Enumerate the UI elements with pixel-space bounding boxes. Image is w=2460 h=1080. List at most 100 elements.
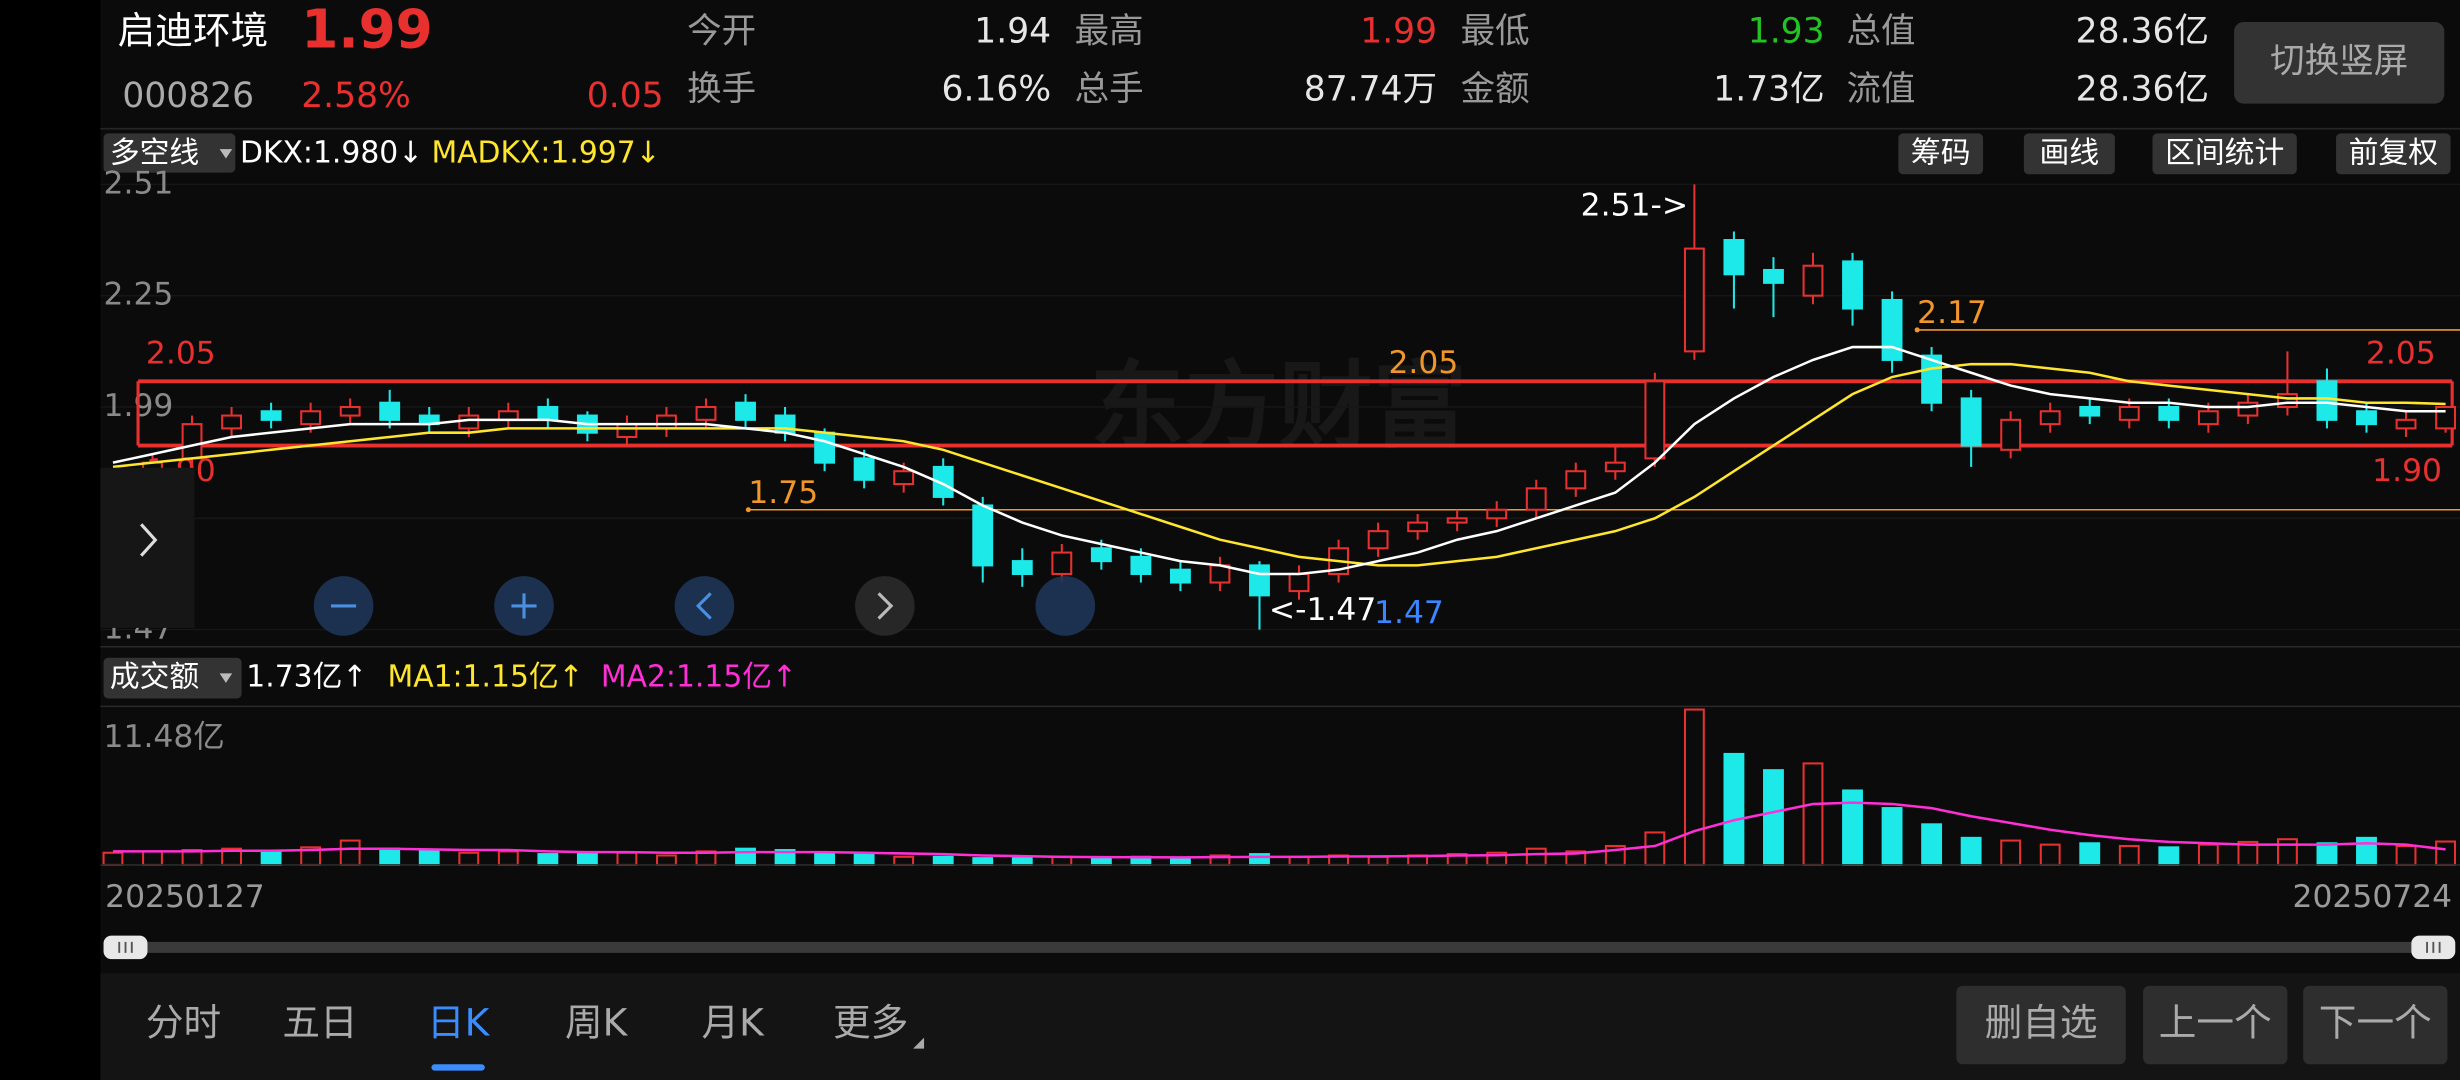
level-label: 2.05 xyxy=(146,336,216,372)
chevron-icon xyxy=(140,523,158,557)
volume-bar xyxy=(102,851,124,866)
level-label: 1.90 xyxy=(2372,453,2442,489)
candle-body xyxy=(260,410,282,421)
chart-control[interactable] xyxy=(1035,576,1096,636)
tab[interactable]: 月K xyxy=(701,1001,765,1045)
candle-body xyxy=(1407,521,1429,533)
stock-price: 1.99 xyxy=(301,0,433,61)
action-button[interactable] xyxy=(2303,985,2448,1065)
candle-body xyxy=(339,405,361,417)
candle-body xyxy=(2356,410,2377,426)
left-icon xyxy=(695,592,712,620)
candle-body xyxy=(1011,560,1033,575)
candle-body xyxy=(616,423,638,438)
stat-label: 金额 xyxy=(1461,70,1530,110)
volume-indicator-name: 成交额 xyxy=(110,660,199,695)
volume-bar xyxy=(458,851,480,866)
candle-body xyxy=(1130,555,1152,575)
candle-body xyxy=(181,423,203,460)
candle-body xyxy=(2237,401,2259,417)
level-anchor xyxy=(1914,327,1920,333)
dkx-line xyxy=(112,345,2446,576)
volume-bar xyxy=(2079,842,2101,866)
volume-bar xyxy=(1723,752,1745,866)
tab-underline xyxy=(431,1064,485,1071)
candle-body xyxy=(1644,380,1666,460)
volume-bar xyxy=(379,847,401,866)
candle-body xyxy=(379,401,401,421)
volume-bar xyxy=(656,854,677,866)
volume-bar xyxy=(497,850,519,866)
tab[interactable]: 五日 xyxy=(282,1001,357,1045)
action-label[interactable]: 删自选 xyxy=(1985,1001,2098,1045)
candle-body xyxy=(735,401,756,421)
candle-body xyxy=(2197,410,2219,426)
candle-body xyxy=(221,414,242,430)
handle-grip xyxy=(2426,941,2441,953)
action-label[interactable]: 下一个 xyxy=(2319,1001,2432,1045)
candle-body xyxy=(1051,551,1073,575)
volume-bar xyxy=(814,851,836,866)
volume-bar xyxy=(2000,839,2022,866)
candle-body xyxy=(2276,393,2298,409)
candle-body xyxy=(2316,380,2338,421)
volume-bar xyxy=(1169,857,1191,866)
volume-bar xyxy=(2316,842,2338,866)
stat-value: 28.36亿 xyxy=(2076,70,2209,110)
stat-value: 1.93 xyxy=(1748,11,1825,51)
volume-bar xyxy=(1683,708,1705,866)
stat-value: 87.74万 xyxy=(1304,70,1437,110)
stat-label: 最高 xyxy=(1075,11,1144,51)
tab[interactable]: 日K xyxy=(427,1001,491,1045)
x-range-label: 20250724 xyxy=(2292,879,2452,915)
candle-body xyxy=(1723,239,1745,276)
level-label: 2.05 xyxy=(2366,336,2436,372)
chart-control[interactable] xyxy=(674,576,735,636)
action-button[interactable] xyxy=(2143,985,2288,1065)
toggle-button[interactable] xyxy=(2234,21,2445,104)
toolbar-button[interactable] xyxy=(2336,133,2451,175)
right-icon xyxy=(877,592,894,620)
volume-bar xyxy=(2118,844,2140,866)
volume-bar xyxy=(853,853,875,866)
indicator-value: DKX:1.980↓ xyxy=(240,135,423,170)
y-tick-label: 2.25 xyxy=(104,277,174,313)
candle-body xyxy=(2395,418,2417,430)
volume-bar xyxy=(1921,823,1943,866)
volume-tick-label: 11.48亿 xyxy=(104,719,225,755)
chart-control[interactable] xyxy=(855,576,915,636)
action-button[interactable] xyxy=(1956,985,2126,1065)
y-tick-label: 2.51 xyxy=(104,165,174,201)
volume-bar xyxy=(2395,844,2417,866)
toolbar-button[interactable] xyxy=(2023,133,2115,175)
toolbar-label: 前复权 xyxy=(2349,135,2438,170)
volume-bar xyxy=(2197,843,2219,866)
madkx-line xyxy=(112,362,2446,567)
volume-bar xyxy=(893,855,915,866)
stat-label: 今开 xyxy=(687,11,756,51)
tab[interactable]: 更多 xyxy=(833,1001,908,1045)
stat-label: 总值 xyxy=(1847,11,1916,51)
action-label[interactable]: 上一个 xyxy=(2159,1001,2272,1045)
volume-bar xyxy=(932,855,954,866)
toolbar-button[interactable] xyxy=(2152,133,2297,175)
volume-selector[interactable] xyxy=(103,657,242,699)
toolbar-button[interactable] xyxy=(1898,133,1984,175)
candle-body xyxy=(656,414,677,430)
candle-body xyxy=(1090,547,1112,563)
volume-bar xyxy=(1960,836,1982,866)
candle-body xyxy=(2158,405,2180,421)
stat-value: 1.94 xyxy=(974,11,1051,51)
volume-value: MA1:1.15亿↑ xyxy=(388,660,584,695)
volume-bar xyxy=(1367,855,1389,866)
level-label: 1.75 xyxy=(748,475,818,511)
scroll-track[interactable] xyxy=(112,941,2448,953)
candle-body xyxy=(972,504,994,567)
candle-body xyxy=(1525,487,1547,511)
candle-body xyxy=(2000,418,2022,451)
volume-bar xyxy=(537,853,559,866)
indicator-selector[interactable] xyxy=(103,133,236,173)
tab[interactable]: 分时 xyxy=(146,1001,221,1045)
tab[interactable]: 周K xyxy=(565,1001,629,1045)
candle-body xyxy=(1249,564,1270,597)
